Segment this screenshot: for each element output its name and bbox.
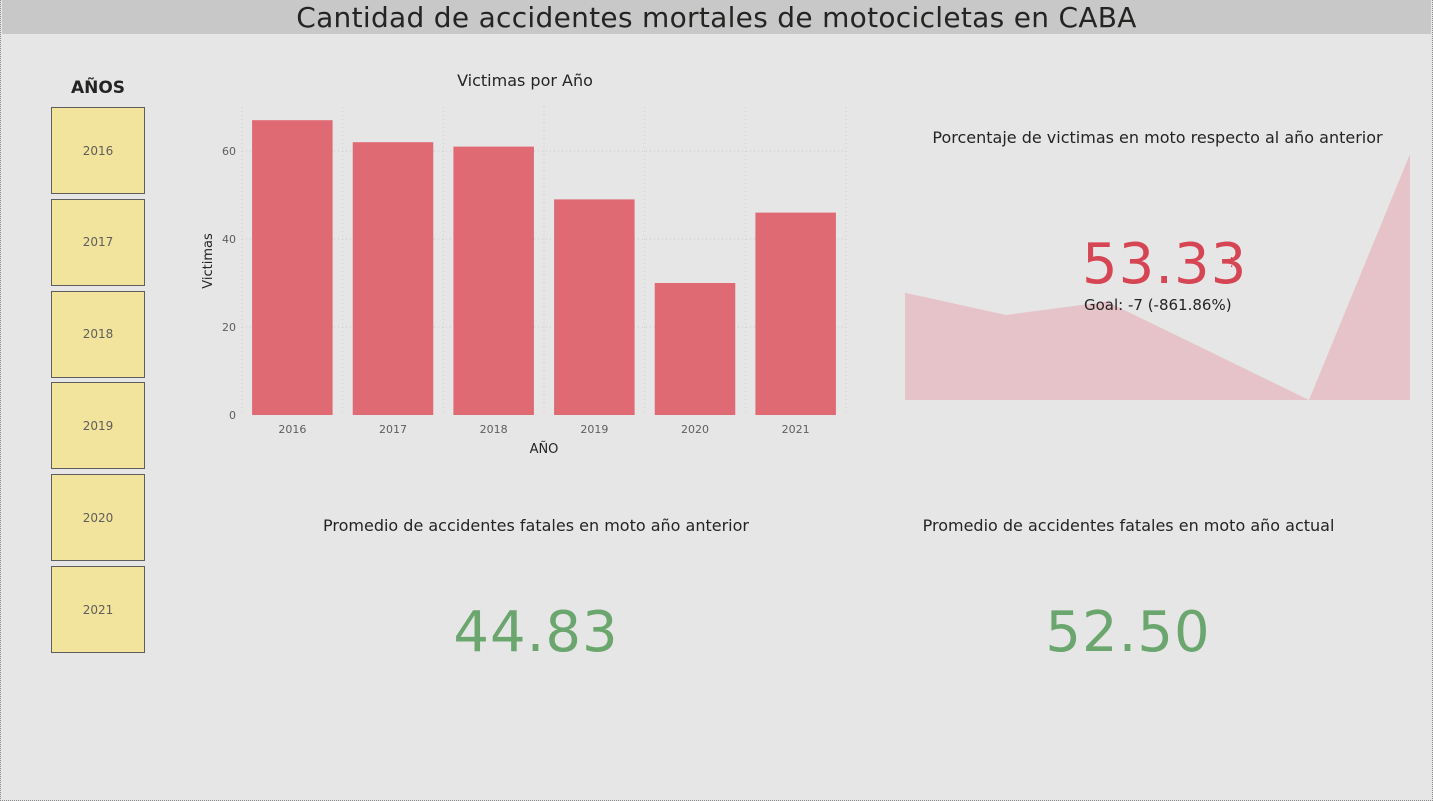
card-curr-title: Promedio de accidentes fatales en moto a… bbox=[922, 516, 1335, 535]
kpi-value: 53.33 bbox=[1082, 232, 1248, 297]
y-tick-label: 40 bbox=[222, 233, 236, 246]
slicer-item-2016[interactable]: 2016 bbox=[51, 107, 145, 194]
bar-2019 bbox=[554, 199, 635, 415]
alert-icon: ! bbox=[1229, 256, 1235, 271]
x-tick-label: 2016 bbox=[278, 423, 306, 436]
bar-2018 bbox=[453, 146, 534, 415]
page-title: Cantidad de accidentes mortales de motoc… bbox=[296, 0, 1137, 34]
x-axis-title: AÑO bbox=[530, 441, 559, 457]
x-tick-label: 2018 bbox=[480, 423, 508, 436]
bar-2021 bbox=[755, 212, 836, 415]
x-tick-label: 2020 bbox=[681, 423, 709, 436]
bar-2016 bbox=[252, 120, 333, 415]
slicer-item-2020[interactable]: 2020 bbox=[51, 474, 145, 562]
x-tick-label: 2017 bbox=[379, 423, 407, 436]
title-bar: Cantidad de accidentes mortales de motoc… bbox=[2, 0, 1431, 34]
x-tick-label: 2019 bbox=[580, 423, 608, 436]
y-tick-label: 60 bbox=[222, 145, 236, 158]
slicer-item-2018[interactable]: 2018 bbox=[51, 290, 145, 378]
slicer-item-2017[interactable]: 2017 bbox=[51, 198, 145, 286]
trend-area bbox=[905, 154, 1410, 400]
kpi-trend-area bbox=[905, 154, 1410, 400]
card-prev-value: 44.83 bbox=[453, 600, 619, 665]
bar-chart: 0 20 40 60 2016 2017 2018 2019 2020 2021 AÑO Victim… bbox=[201, 107, 847, 457]
bar-2017 bbox=[352, 142, 434, 415]
card-prev-title: Promedio de accidentes fatales en moto a… bbox=[323, 516, 749, 535]
x-tick-label: 2021 bbox=[782, 423, 810, 436]
bar-2020 bbox=[654, 283, 736, 415]
slicer-item-2019[interactable]: 2019 bbox=[51, 382, 145, 470]
y-tick-label: 0 bbox=[229, 409, 236, 422]
card-curr-value: 52.50 bbox=[1045, 600, 1211, 665]
bar-chart-title: Victimas por Año bbox=[457, 71, 593, 90]
kpi-goal: Goal: -7 (-861.86%) bbox=[1084, 296, 1232, 314]
kpi-title: Porcentaje de victimas en moto respecto … bbox=[932, 128, 1383, 147]
slicer-title: AÑOS bbox=[70, 78, 126, 98]
y-axis-title: Victimas bbox=[201, 233, 216, 289]
y-tick-label: 20 bbox=[222, 321, 236, 334]
slicer-item-2021[interactable]: 2021 bbox=[51, 566, 145, 653]
